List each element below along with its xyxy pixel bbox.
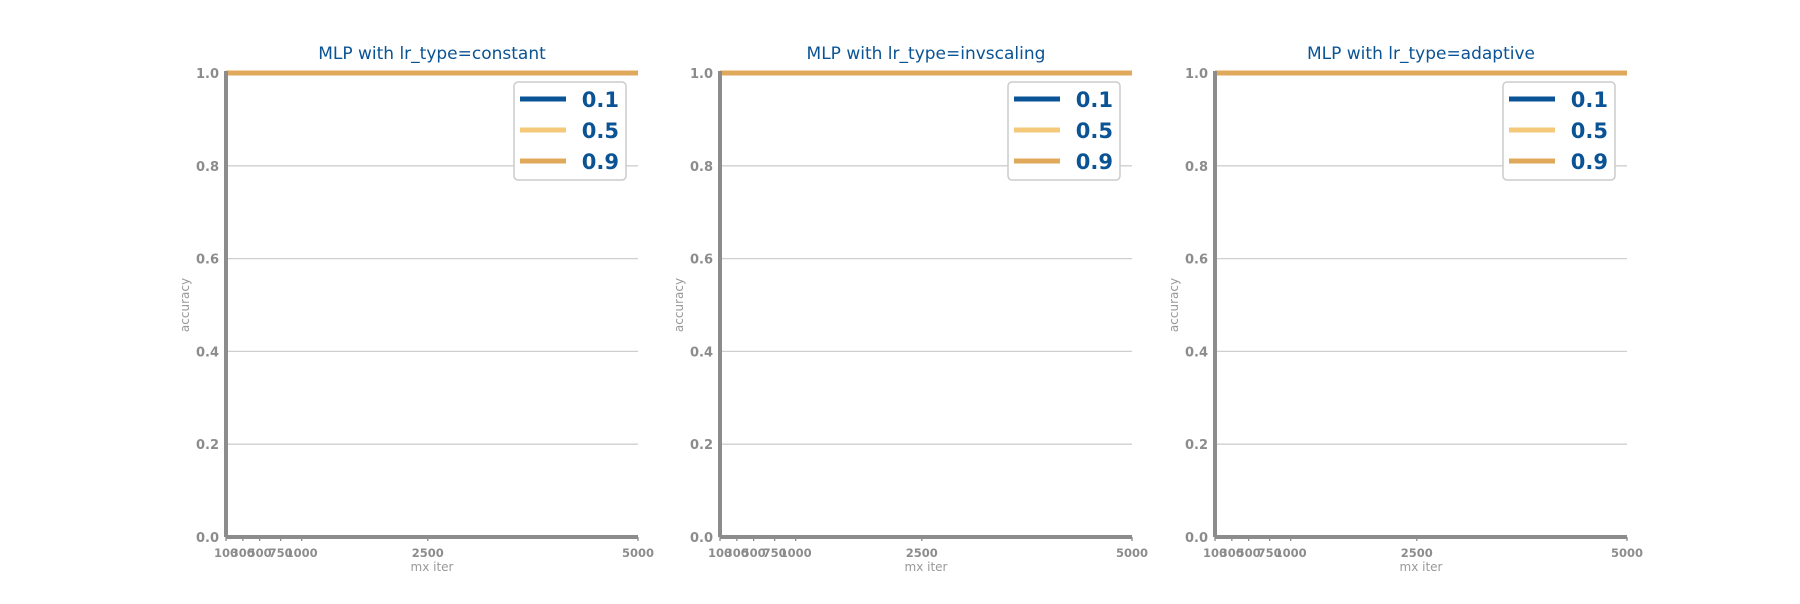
x-tick-label: 300 (725, 546, 749, 560)
legend-box (1502, 81, 1616, 181)
legend-label-0.1: 0.1 (1571, 88, 1608, 112)
x-tick-label: 750 (763, 546, 787, 560)
x-axis-label: mx iter (1400, 560, 1443, 574)
legend-label-0.1: 0.1 (582, 88, 619, 112)
y-tick-label: 0.4 (690, 345, 713, 360)
legend-label-0.9: 0.9 (1571, 150, 1608, 174)
y-tick-label: 0.2 (1185, 438, 1208, 453)
y-tick-label: 1.0 (1185, 67, 1208, 82)
legend: 0.1 0.5 0.9 (1007, 81, 1121, 181)
y-tick-label: 0.0 (690, 531, 713, 546)
x-tick-label: 100 (1203, 546, 1227, 560)
x-tick-label: 2500 (1401, 546, 1433, 560)
legend-box (513, 81, 627, 181)
x-tick-label: 5000 (1116, 546, 1148, 560)
y-tick-label: 0.6 (690, 253, 713, 268)
legend-box (1007, 81, 1121, 181)
x-tick-label: 500 (1237, 546, 1261, 560)
chart-title: MLP with lr_type=adaptive (1307, 44, 1535, 64)
x-tick-label: 750 (1258, 546, 1282, 560)
x-tick-label: 500 (248, 546, 272, 560)
x-tick-label: 100 (214, 546, 238, 560)
y-tick-label: 0.2 (690, 438, 713, 453)
y-tick-label: 0.0 (196, 531, 219, 546)
x-tick-label: 1000 (286, 546, 318, 560)
y-tick-label: 0.4 (1185, 345, 1208, 360)
x-axis-label: mx iter (411, 560, 454, 574)
y-tick-label: 0.6 (1185, 253, 1208, 268)
legend-label-0.9: 0.9 (582, 150, 619, 174)
legend-label-0.9: 0.9 (1076, 150, 1113, 174)
x-tick-label: 300 (1220, 546, 1244, 560)
x-tick-label: 5000 (622, 546, 654, 560)
legend-label-0.1: 0.1 (1076, 88, 1113, 112)
y-tick-label: 0.8 (196, 160, 219, 175)
legend: 0.1 0.5 0.9 (1502, 81, 1616, 181)
y-tick-label: 0.0 (1185, 531, 1208, 546)
chart-title: MLP with lr_type=invscaling (807, 44, 1046, 64)
legend-label-0.5: 0.5 (1571, 119, 1608, 143)
y-tick-label: 0.6 (196, 253, 219, 268)
y-tick-label: 0.8 (690, 160, 713, 175)
y-tick-label: 0.8 (1185, 160, 1208, 175)
y-tick-label: 0.2 (196, 438, 219, 453)
y-axis-label: accuracy (672, 278, 686, 332)
x-tick-label: 300 (231, 546, 255, 560)
x-tick-label: 1000 (780, 546, 812, 560)
y-tick-label: 0.4 (196, 345, 219, 360)
y-tick-label: 1.0 (196, 67, 219, 82)
x-tick-label: 750 (269, 546, 293, 560)
x-tick-label: 2500 (412, 546, 444, 560)
x-tick-label: 100 (708, 546, 732, 560)
chart-title: MLP with lr_type=constant (318, 44, 546, 64)
y-tick-label: 1.0 (690, 67, 713, 82)
y-axis-label: accuracy (178, 278, 192, 332)
x-axis-label: mx iter (905, 560, 948, 574)
x-tick-label: 2500 (906, 546, 938, 560)
legend: 0.1 0.5 0.9 (513, 81, 627, 181)
legend-label-0.5: 0.5 (1076, 119, 1113, 143)
x-tick-label: 5000 (1611, 546, 1643, 560)
x-tick-label: 500 (742, 546, 766, 560)
legend-label-0.5: 0.5 (582, 119, 619, 143)
x-tick-label: 1000 (1275, 546, 1307, 560)
y-axis-label: accuracy (1167, 278, 1181, 332)
